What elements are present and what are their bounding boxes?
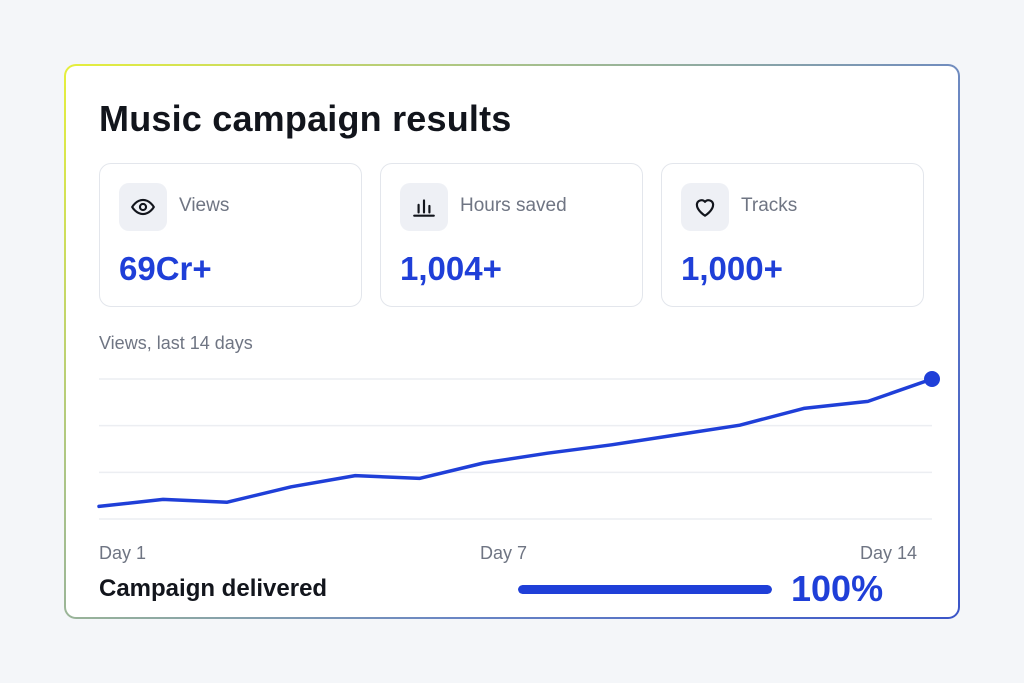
x-axis-label-mid: Day 7	[480, 543, 528, 563]
stat-label: Views	[179, 195, 230, 216]
campaign-progress-value: 100%	[791, 568, 884, 609]
campaign-progress-fill	[518, 585, 772, 594]
stat-card-views: Views 69Cr+	[99, 163, 362, 307]
heart-icon	[681, 183, 729, 231]
campaign-results-card: Music campaign results Views 69Cr+	[66, 66, 958, 617]
eye-icon	[119, 183, 167, 231]
card-title: Music campaign results	[99, 98, 512, 139]
stat-value: 1,004+	[400, 250, 502, 287]
campaign-card-frame: Music campaign results Views 69Cr+	[64, 64, 960, 619]
stat-label: Tracks	[741, 195, 798, 216]
stat-value: 69Cr+	[119, 250, 212, 287]
stat-card-tracks: Tracks 1,000+	[661, 163, 924, 307]
views-series-line	[97, 377, 934, 509]
stat-card-hours-saved: Hours saved 1,004+	[380, 163, 643, 307]
bar-chart-icon	[400, 183, 448, 231]
campaign-status-label: Campaign delivered	[99, 575, 328, 602]
views-line-chart	[97, 371, 940, 520]
x-axis-label-start: Day 1	[99, 543, 147, 563]
campaign-progress-bar	[518, 585, 772, 594]
stat-label: Hours saved	[460, 195, 567, 216]
x-axis-label-end: Day 14	[860, 543, 918, 563]
stat-value: 1,000+	[681, 250, 783, 287]
chart-caption: Views, last 14 days	[99, 333, 253, 353]
views-series-endpoint	[924, 371, 940, 387]
